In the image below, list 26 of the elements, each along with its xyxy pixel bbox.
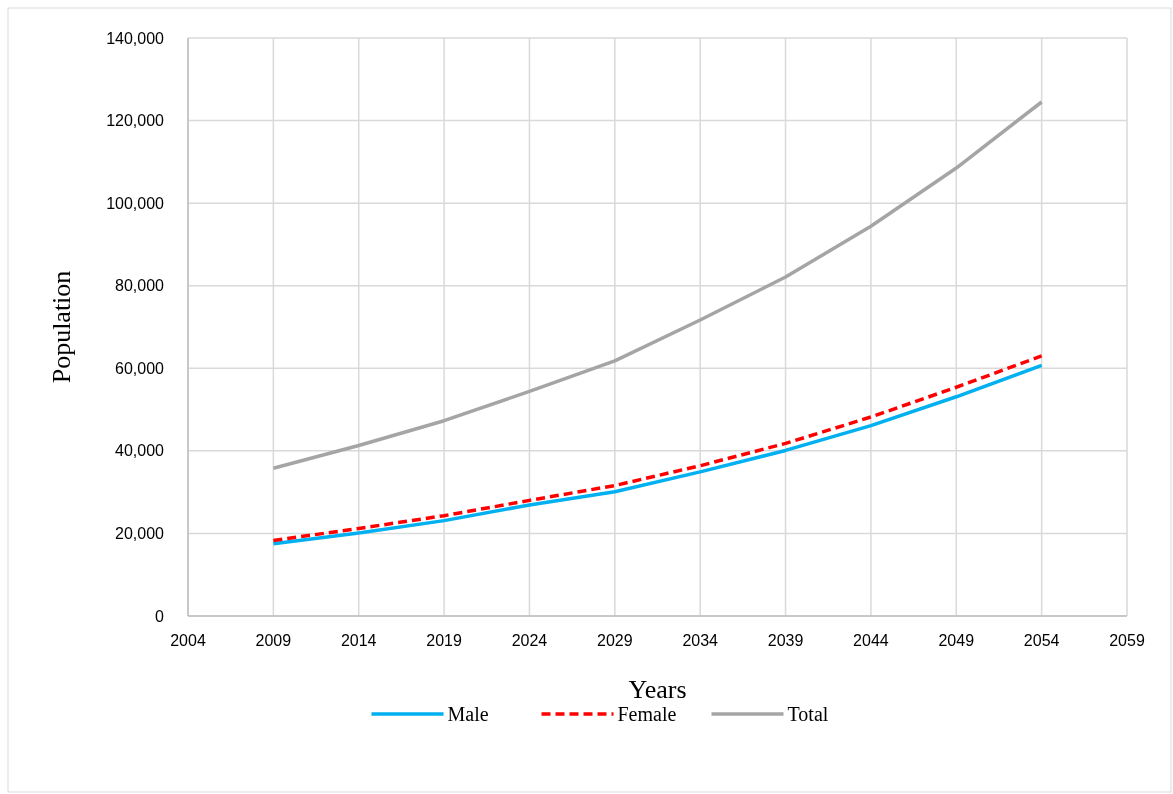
y-tick-label: 100,000 [106, 194, 165, 212]
y-tick-label: 40,000 [115, 442, 165, 460]
x-tick-label: 2039 [767, 632, 804, 649]
x-tick-label: 2044 [853, 632, 889, 649]
x-tick-label: 2029 [597, 632, 633, 649]
x-tick-label: 2049 [938, 632, 975, 649]
x-tick-label: 2004 [170, 632, 206, 649]
legend-label: Male [447, 703, 489, 725]
y-tick-label: 60,000 [115, 359, 165, 377]
y-tick-label: 80,000 [115, 277, 165, 295]
y-tick-label: 0 [155, 607, 165, 625]
legend-label: Total [787, 703, 829, 725]
y-tick-label: 120,000 [106, 112, 165, 130]
y-tick-label: 140,000 [106, 29, 165, 47]
x-tick-label: 2024 [511, 632, 548, 649]
y-tick-label: 20,000 [115, 524, 165, 542]
x-tick-label: 2059 [1109, 632, 1145, 649]
x-tick-label: 2009 [255, 632, 292, 649]
y-axis-title: Population [47, 270, 76, 384]
x-axis-title: Years [628, 675, 687, 704]
line-series [271, 100, 1044, 470]
legend-label: Female [617, 703, 677, 725]
x-tick-label: 2054 [1023, 632, 1060, 649]
x-tick-label: 2019 [426, 632, 462, 649]
x-tick-label: 2014 [340, 632, 377, 649]
x-tick-label: 2034 [682, 632, 719, 649]
